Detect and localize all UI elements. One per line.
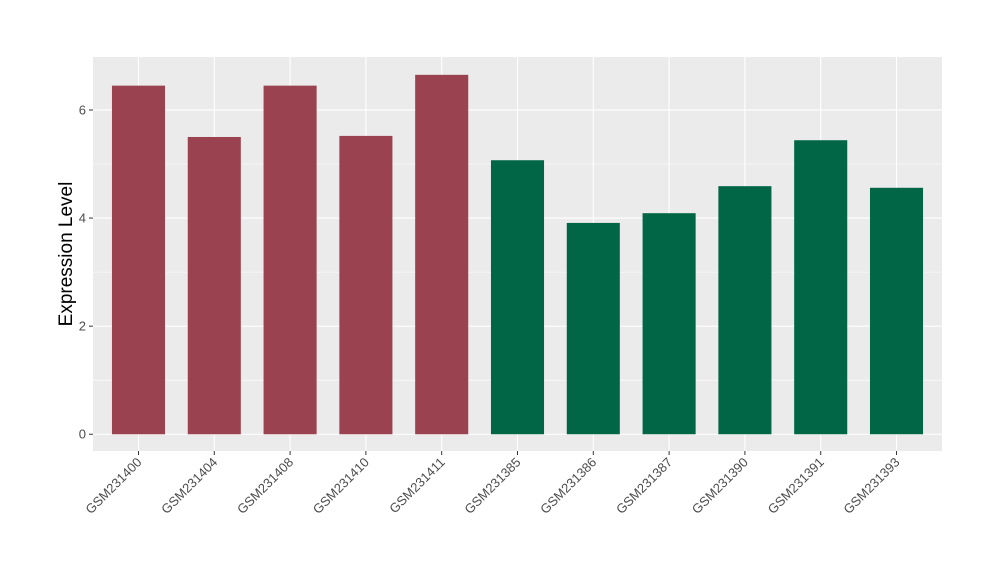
x-tick-label: GSM231410: [310, 455, 372, 517]
y-tick-label: 4: [79, 211, 86, 226]
y-tick-label: 0: [79, 427, 86, 442]
y-tick-label: 6: [79, 102, 86, 117]
x-tick-label: GSM231391: [765, 455, 827, 517]
bar-GSM231393: [869, 187, 924, 435]
y-axis-label: Expression Level: [56, 182, 77, 327]
bar-GSM231391: [794, 140, 848, 435]
bar-GSM231400: [111, 85, 166, 435]
x-tick-label: GSM231385: [461, 455, 523, 517]
x-tick-label: GSM231390: [689, 455, 751, 517]
x-tick-label: GSM231387: [613, 455, 675, 517]
x-tick-label: GSM231400: [82, 455, 144, 517]
bar-GSM231386: [566, 222, 620, 435]
x-tick-label: GSM231408: [234, 455, 296, 517]
x-tick-label: GSM231393: [840, 455, 902, 517]
x-tick-label: GSM231411: [386, 455, 448, 517]
bar-GSM231387: [642, 213, 696, 435]
y-tick-label: 2: [79, 319, 86, 334]
bar-GSM231404: [187, 136, 241, 435]
x-axis: GSM231400 GSM231404 GSM231408 GSM231410 GSM2…: [82, 451, 903, 517]
bar-GSM231408: [263, 85, 317, 435]
bar-GSM231411: [415, 74, 469, 435]
bar-GSM231410: [339, 135, 393, 435]
y-axis: 0 2 4 6: [79, 102, 93, 442]
bar-GSM231390: [718, 186, 772, 435]
x-tick-label: GSM231404: [158, 455, 220, 517]
bars: [111, 74, 924, 435]
bar-GSM231385: [490, 160, 545, 435]
x-tick-label: GSM231386: [537, 455, 599, 517]
